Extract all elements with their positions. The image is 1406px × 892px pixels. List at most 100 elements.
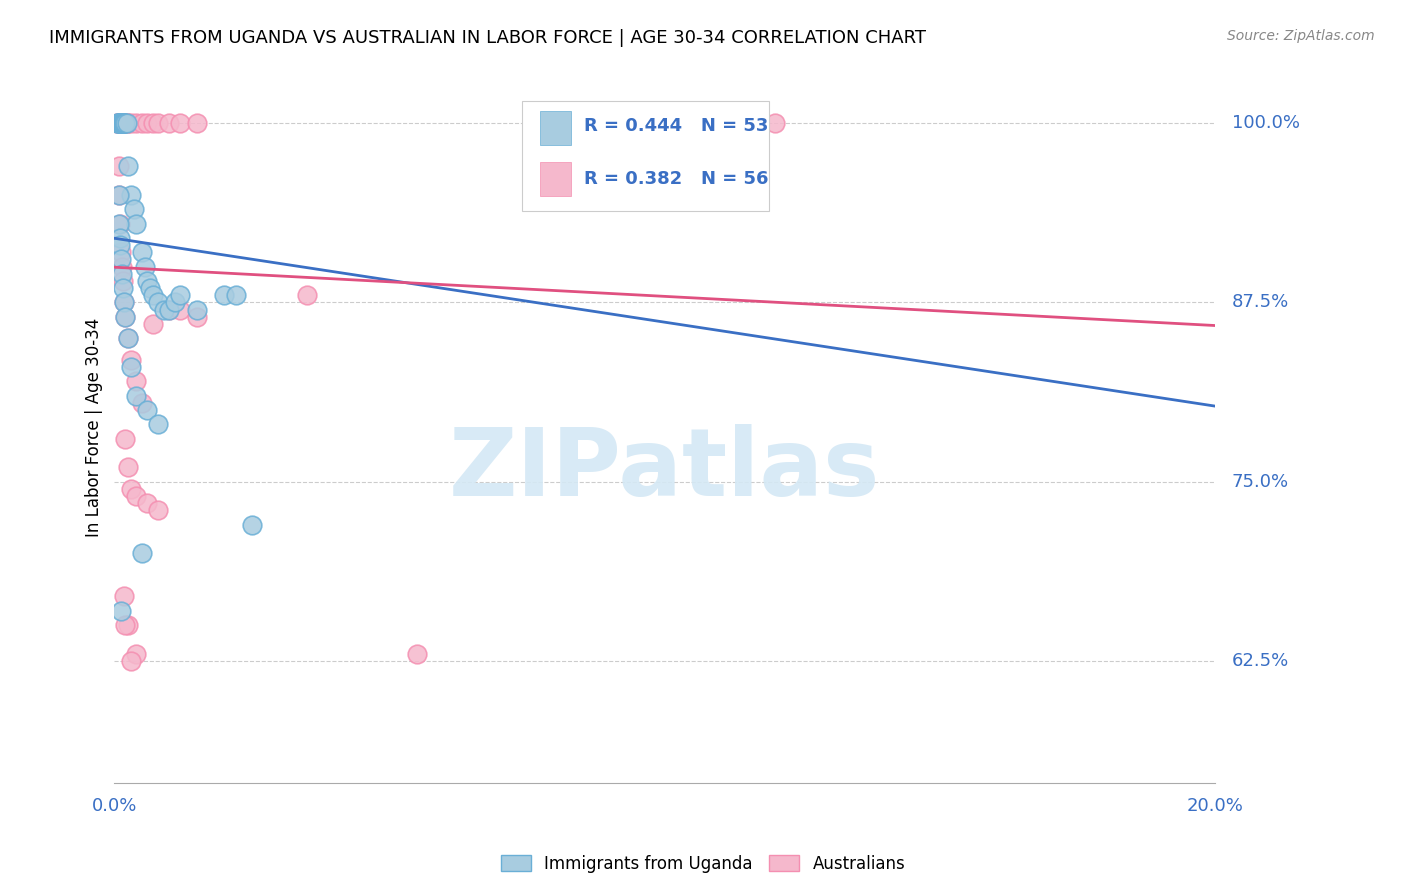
Text: R = 0.382   N = 56: R = 0.382 N = 56 bbox=[585, 169, 769, 187]
Point bbox=[108, 217, 131, 231]
Point bbox=[131, 396, 153, 410]
Text: 0.0%: 0.0% bbox=[91, 797, 138, 815]
Text: 100.0%: 100.0% bbox=[1232, 114, 1299, 132]
Point bbox=[110, 116, 132, 130]
Text: 20.0%: 20.0% bbox=[1187, 797, 1244, 815]
Point bbox=[763, 116, 786, 130]
Point bbox=[110, 252, 132, 267]
Point bbox=[240, 517, 263, 532]
Point bbox=[131, 116, 153, 130]
Text: R = 0.444   N = 53: R = 0.444 N = 53 bbox=[585, 117, 769, 136]
Point bbox=[148, 116, 170, 130]
Point bbox=[111, 116, 134, 130]
Point bbox=[112, 116, 135, 130]
Point bbox=[295, 288, 318, 302]
Point bbox=[110, 116, 132, 130]
Point bbox=[571, 116, 593, 130]
Point bbox=[148, 295, 170, 310]
Point bbox=[136, 274, 159, 288]
Point bbox=[139, 281, 162, 295]
Point bbox=[108, 187, 131, 202]
Point bbox=[163, 295, 186, 310]
Point bbox=[115, 116, 138, 130]
Point bbox=[108, 116, 131, 130]
Point bbox=[148, 503, 170, 517]
Point bbox=[125, 489, 148, 503]
Point bbox=[108, 116, 131, 130]
Point bbox=[122, 202, 145, 217]
Point bbox=[159, 116, 181, 130]
Text: IMMIGRANTS FROM UGANDA VS AUSTRALIAN IN LABOR FORCE | AGE 30-34 CORRELATION CHAR: IMMIGRANTS FROM UGANDA VS AUSTRALIAN IN … bbox=[49, 29, 927, 47]
Point bbox=[117, 331, 139, 345]
Point bbox=[159, 302, 181, 317]
Point bbox=[111, 260, 134, 274]
Point bbox=[117, 116, 139, 130]
Point bbox=[169, 302, 191, 317]
Point bbox=[107, 116, 129, 130]
Point bbox=[114, 432, 136, 446]
Point bbox=[120, 359, 142, 374]
Point bbox=[120, 187, 142, 202]
Point bbox=[125, 374, 148, 388]
Point bbox=[120, 116, 142, 130]
Text: Source: ZipAtlas.com: Source: ZipAtlas.com bbox=[1227, 29, 1375, 44]
Point bbox=[136, 496, 159, 510]
Point bbox=[108, 116, 131, 130]
Point bbox=[111, 116, 134, 130]
Text: 75.0%: 75.0% bbox=[1232, 473, 1289, 491]
Point bbox=[111, 116, 134, 130]
Point bbox=[125, 217, 148, 231]
Point bbox=[108, 217, 131, 231]
Point bbox=[110, 116, 132, 130]
FancyBboxPatch shape bbox=[540, 111, 571, 145]
Point bbox=[112, 116, 135, 130]
Point bbox=[117, 618, 139, 632]
Point bbox=[108, 116, 131, 130]
Point bbox=[105, 116, 128, 130]
Point bbox=[110, 116, 132, 130]
Point bbox=[120, 654, 142, 668]
Point bbox=[142, 317, 165, 331]
Point bbox=[186, 116, 208, 130]
Point bbox=[114, 116, 136, 130]
Point bbox=[125, 388, 148, 402]
Point bbox=[112, 116, 135, 130]
Point bbox=[111, 116, 134, 130]
Point bbox=[120, 352, 142, 367]
Point bbox=[136, 403, 159, 417]
Point bbox=[214, 288, 236, 302]
Point bbox=[131, 245, 153, 260]
Point bbox=[112, 295, 135, 310]
Point bbox=[110, 116, 132, 130]
Point bbox=[114, 310, 136, 324]
FancyBboxPatch shape bbox=[522, 102, 769, 211]
Point bbox=[108, 116, 131, 130]
Point bbox=[110, 238, 132, 252]
Point bbox=[148, 417, 170, 432]
Point bbox=[117, 159, 139, 173]
Point bbox=[108, 116, 131, 130]
Point bbox=[110, 245, 132, 260]
FancyBboxPatch shape bbox=[540, 161, 571, 195]
Point bbox=[142, 288, 165, 302]
Text: 62.5%: 62.5% bbox=[1232, 652, 1289, 670]
Point bbox=[111, 116, 134, 130]
Point bbox=[108, 116, 131, 130]
Point bbox=[120, 482, 142, 496]
Point bbox=[111, 274, 134, 288]
Point bbox=[110, 604, 132, 618]
Point bbox=[159, 302, 181, 317]
Point bbox=[114, 310, 136, 324]
Point bbox=[105, 116, 128, 130]
Point bbox=[225, 288, 247, 302]
Point bbox=[125, 116, 148, 130]
Point bbox=[107, 116, 129, 130]
Point bbox=[134, 260, 156, 274]
Point bbox=[110, 267, 132, 281]
Point bbox=[110, 116, 132, 130]
Point bbox=[108, 116, 131, 130]
Point bbox=[111, 281, 134, 295]
Point bbox=[108, 159, 131, 173]
Point bbox=[186, 310, 208, 324]
Point bbox=[112, 116, 135, 130]
